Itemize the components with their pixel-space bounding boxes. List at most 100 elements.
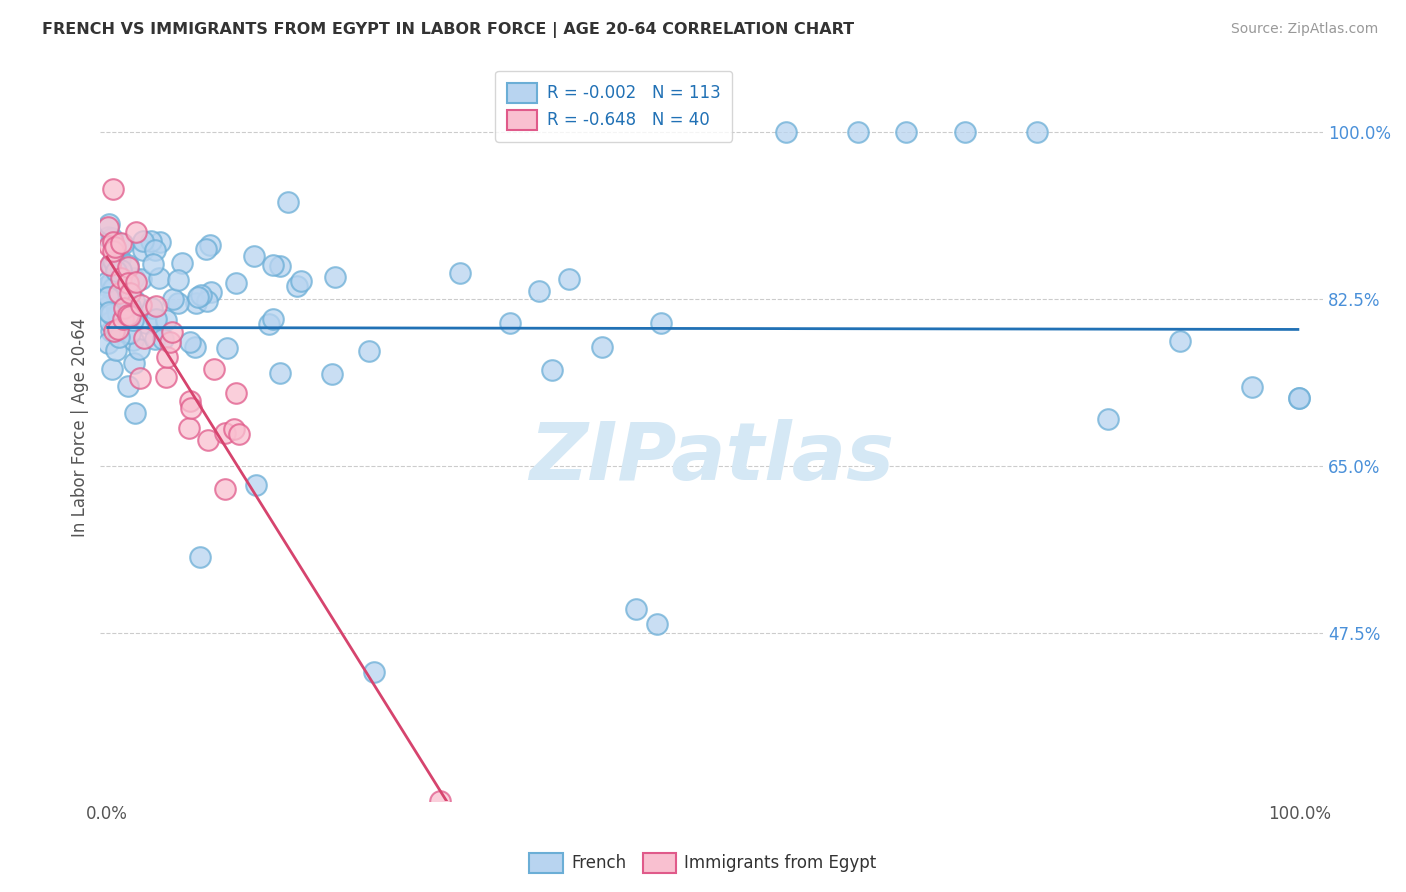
Point [101, 235, 124, 249]
Point [103, 283, 125, 297]
Point [105, 303, 128, 318]
Point [132, 243, 155, 257]
Point [101, 281, 124, 295]
Point [98, 259, 121, 273]
Point [143, 332, 166, 346]
Point [117, 308, 139, 322]
Point [142, 257, 165, 271]
Point [172, 256, 194, 270]
Point [139, 234, 162, 248]
Point [155, 313, 177, 327]
Point [323, 270, 346, 285]
Point [449, 266, 471, 280]
Point [101, 261, 124, 276]
Point [96, 279, 118, 293]
Point [180, 401, 202, 415]
Point [624, 602, 647, 616]
Point [269, 259, 291, 273]
Point [129, 371, 152, 385]
Point [104, 258, 127, 272]
Point [97, 305, 120, 319]
Point [117, 259, 139, 273]
Point [215, 341, 238, 355]
Point [285, 278, 308, 293]
Point [179, 334, 201, 349]
Point [152, 332, 174, 346]
Point [100, 324, 122, 338]
Point [120, 310, 142, 324]
Point [112, 236, 135, 251]
Point [225, 386, 247, 401]
Point [200, 285, 222, 299]
Point [132, 234, 155, 248]
Point [228, 427, 250, 442]
Point [242, 249, 264, 263]
Point [214, 425, 236, 440]
Point [357, 344, 380, 359]
Point [650, 316, 672, 330]
Point [97, 299, 120, 313]
Point [558, 272, 581, 286]
Point [135, 316, 157, 330]
Point [141, 301, 163, 315]
Point [114, 272, 136, 286]
Point [148, 271, 170, 285]
Point [112, 312, 135, 326]
Point [110, 271, 132, 285]
Point [97, 336, 120, 351]
Point [105, 301, 128, 316]
Point [122, 270, 145, 285]
Point [499, 316, 522, 330]
Point [128, 342, 150, 356]
Point [110, 263, 132, 277]
Point [101, 182, 124, 196]
Point [97, 229, 120, 244]
Point [166, 273, 188, 287]
Point [100, 276, 122, 290]
Point [112, 301, 135, 316]
Point [179, 394, 201, 409]
Point [1025, 125, 1047, 139]
Point [143, 243, 166, 257]
Point [104, 343, 127, 358]
Point [195, 242, 218, 256]
Point [222, 422, 245, 436]
Point [101, 303, 124, 318]
Point [149, 235, 172, 250]
Legend: R = -0.002   N = 113, R = -0.648   N = 40: R = -0.002 N = 113, R = -0.648 N = 40 [495, 71, 733, 142]
Point [105, 319, 128, 334]
Point [101, 362, 124, 376]
Point [1288, 392, 1310, 406]
Point [98, 290, 121, 304]
Point [187, 290, 209, 304]
Point [108, 303, 131, 318]
Point [846, 125, 869, 139]
Point [104, 240, 127, 254]
Point [112, 302, 135, 317]
Point [132, 331, 155, 345]
Point [98, 239, 121, 253]
Point [200, 237, 222, 252]
Point [645, 616, 668, 631]
Point [96, 276, 118, 290]
Point [122, 356, 145, 370]
Point [122, 293, 145, 307]
Point [107, 324, 129, 338]
Point [257, 317, 280, 331]
Legend: French, Immigrants from Egypt: French, Immigrants from Egypt [523, 847, 883, 880]
Point [894, 125, 917, 139]
Point [162, 292, 184, 306]
Point [197, 433, 219, 447]
Point [129, 297, 152, 311]
Point [527, 284, 550, 298]
Point [160, 325, 183, 339]
Point [101, 252, 124, 267]
Point [1097, 411, 1119, 425]
Point [269, 366, 291, 380]
Point [122, 333, 145, 347]
Point [591, 340, 613, 354]
Point [115, 310, 138, 324]
Point [1288, 391, 1310, 405]
Point [129, 272, 152, 286]
Point [117, 260, 139, 275]
